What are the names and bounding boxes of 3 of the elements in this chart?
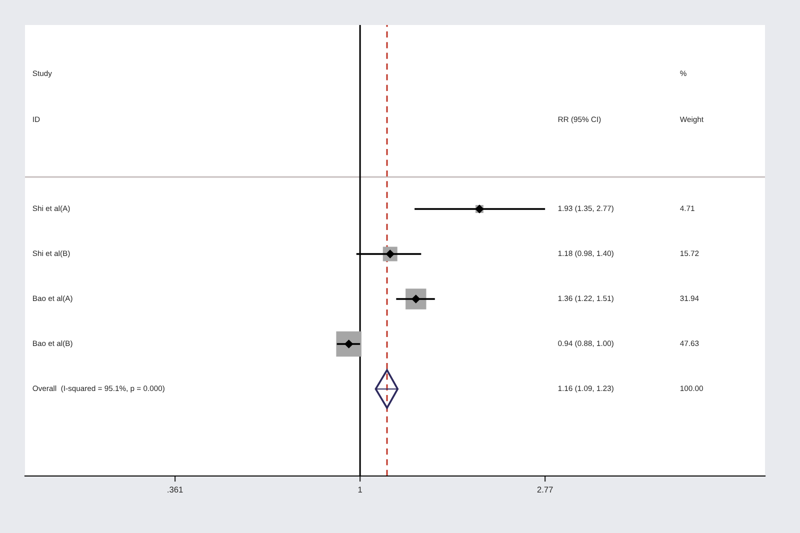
x-tick-label: 1 — [358, 486, 362, 492]
x-tick-label: 2.77 — [537, 486, 553, 492]
x-tick-label: .361 — [168, 486, 183, 493]
